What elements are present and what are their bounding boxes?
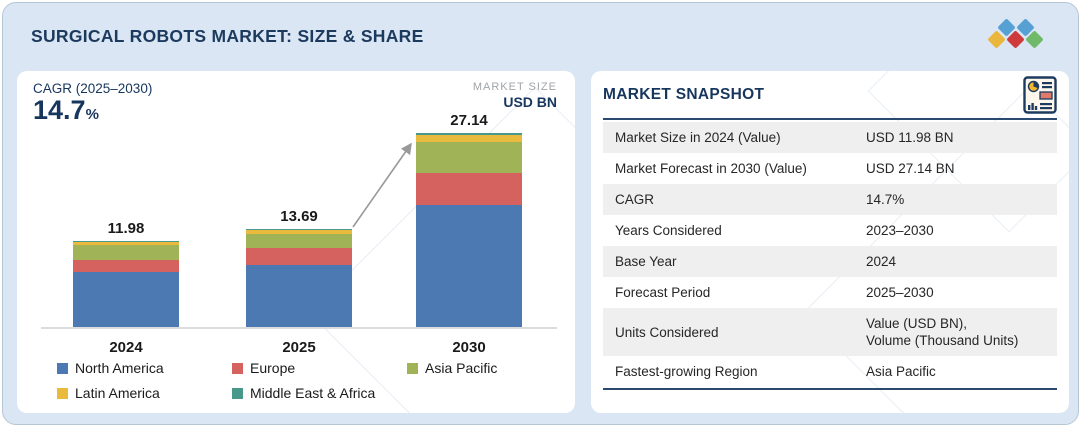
snapshot-row-market-size-in-2024-value-: Market Size in 2024 (Value) USD 11.98 BN (603, 122, 1057, 153)
bar-segment-2025-middle-east-africa (246, 229, 352, 231)
snapshot-row-cagr: CAGR 14.7% (603, 184, 1057, 215)
bar-segment-2024-latin-america (73, 242, 179, 246)
top-bar: SURGICAL ROBOTS MARKET: SIZE & SHARE (3, 3, 1078, 69)
bar-value-label-2030: 27.14 (450, 111, 488, 129)
snapshot-row-label: Forecast Period (615, 285, 711, 300)
legend-item-middle-east-africa: Middle East & Africa (232, 385, 407, 401)
bar-value-label-2024: 11.98 (107, 220, 145, 238)
snapshot-row-label: CAGR (615, 192, 655, 207)
snapshot-row-value: 2023–2030 (866, 223, 934, 238)
snapshot-row-value: USD 11.98 BN (866, 130, 954, 145)
bar-segment-2025-asia-pacific (246, 234, 352, 249)
bar-segment-2024-middle-east-africa (73, 241, 179, 243)
snapshot-row-value: 14.7% (866, 192, 905, 207)
report-document-icon (1023, 75, 1057, 114)
chart-panel: CAGR (2025–2030) 14.7% MARKET SIZE USD B… (17, 71, 575, 413)
bar-segment-2025-north-america (246, 264, 352, 327)
legend-swatch-icon (57, 362, 68, 374)
snapshot-row-value: USD 27.14 BN (866, 161, 955, 176)
snapshot-row-label: Fastest-growing Region (615, 364, 758, 379)
bar-segment-2030-latin-america (416, 135, 522, 142)
bar-segment-2025-latin-america (246, 230, 352, 235)
legend-label: Middle East & Africa (250, 385, 376, 401)
bar-segment-2024-asia-pacific (73, 245, 179, 261)
bar-segment-2030-north-america (416, 204, 522, 327)
legend-swatch-icon (232, 362, 243, 374)
stacked-bar-2025 (246, 229, 352, 327)
legend-item-europe: Europe (232, 360, 407, 376)
bar-segment-2030-middle-east-africa (416, 133, 522, 136)
snapshot-header: MARKET SNAPSHOT (603, 71, 1057, 120)
axis-title-market-size: MARKET SIZE (472, 81, 557, 93)
legend-item-asia-pacific: Asia Pacific (407, 360, 559, 376)
stacked-bar-2024 (73, 241, 179, 327)
snapshot-row-base-year: Base Year 2024 (603, 246, 1057, 277)
axis-title-usd-bn: USD BN (503, 94, 557, 110)
page-title: SURGICAL ROBOTS MARKET: SIZE & SHARE (31, 25, 424, 46)
snapshot-title: MARKET SNAPSHOT (603, 85, 765, 103)
x-axis-label-2024: 2024 (109, 339, 143, 356)
legend-swatch-icon (407, 362, 418, 374)
legend-label: Latin America (75, 385, 160, 401)
snapshot-row-label: Base Year (615, 254, 677, 269)
snapshot-row-value: Asia Pacific (866, 364, 936, 379)
bar-chart-plot: 11.98 13.69 27.14 (41, 111, 557, 329)
snapshot-row-years-considered: Years Considered 2023–2030 (603, 215, 1057, 246)
snapshot-row-label: Units Considered (615, 324, 719, 340)
stacked-bar-2030 (416, 133, 522, 327)
x-axis-labels: 2024 2025 2030 (47, 339, 557, 359)
chart-legend: North America Europe Asia Pacific Latin Ame… (57, 360, 559, 401)
snapshot-row-value: 2024 (866, 254, 897, 269)
legend-label: Europe (250, 360, 296, 376)
snapshot-row-value: 2025–2030 (866, 285, 934, 300)
cagr-label: CAGR (2025–2030) (33, 81, 153, 96)
chart-header: CAGR (2025–2030) 14.7% MARKET SIZE USD B… (33, 81, 557, 124)
legend-swatch-icon (232, 387, 243, 399)
snapshot-row-label: Years Considered (615, 223, 722, 238)
snapshot-row-label: Market Size in 2024 (Value) (615, 130, 781, 145)
legend-item-north-america: North America (57, 360, 232, 376)
market-snapshot-panel: MARKET SNAPSHOT Market Size in 2024 (Val… (591, 71, 1069, 413)
brand-logo-icon (987, 18, 1048, 53)
cagr-value: 14.7% (33, 95, 99, 125)
bar-segment-2030-asia-pacific (416, 141, 522, 173)
snapshot-table: Market Size in 2024 (Value) USD 11.98 BN M… (603, 122, 1057, 387)
cagr-percent-sign: % (85, 106, 99, 123)
axis-title-block: MARKET SIZE USD BN (473, 81, 557, 110)
cagr-block: CAGR (2025–2030) 14.7% (33, 81, 152, 124)
snapshot-row-value: Value (USD BN), Volume (Thousand Units) (866, 316, 1019, 348)
x-axis-label-2025: 2025 (282, 339, 316, 356)
bar-value-label-2025: 13.69 (280, 208, 318, 226)
legend-item-latin-america: Latin America (57, 385, 232, 401)
bar-segment-2024-north-america (73, 272, 179, 327)
legend-label: Asia Pacific (425, 360, 498, 376)
snapshot-bottom-rule (603, 388, 1057, 390)
snapshot-row-label: Market Forecast in 2030 (Value) (615, 161, 807, 176)
snapshot-row-forecast-period: Forecast Period 2025–2030 (603, 277, 1057, 308)
snapshot-row-units-considered: Units Considered Value (USD BN), Volume (… (603, 308, 1057, 356)
legend-label: North America (75, 360, 164, 376)
snapshot-row-market-forecast-in-2030-value-: Market Forecast in 2030 (Value) USD 27.14… (603, 153, 1057, 184)
bar-segment-2030-europe (416, 172, 522, 205)
snapshot-row-fastest-growing-region: Fastest-growing Region Asia Pacific (603, 356, 1057, 387)
bar-segment-2024-europe (73, 260, 179, 273)
x-axis-line (41, 327, 557, 329)
x-axis-label-2030: 2030 (452, 339, 486, 356)
bar-segment-2025-europe (246, 248, 352, 265)
legend-swatch-icon (57, 387, 68, 399)
